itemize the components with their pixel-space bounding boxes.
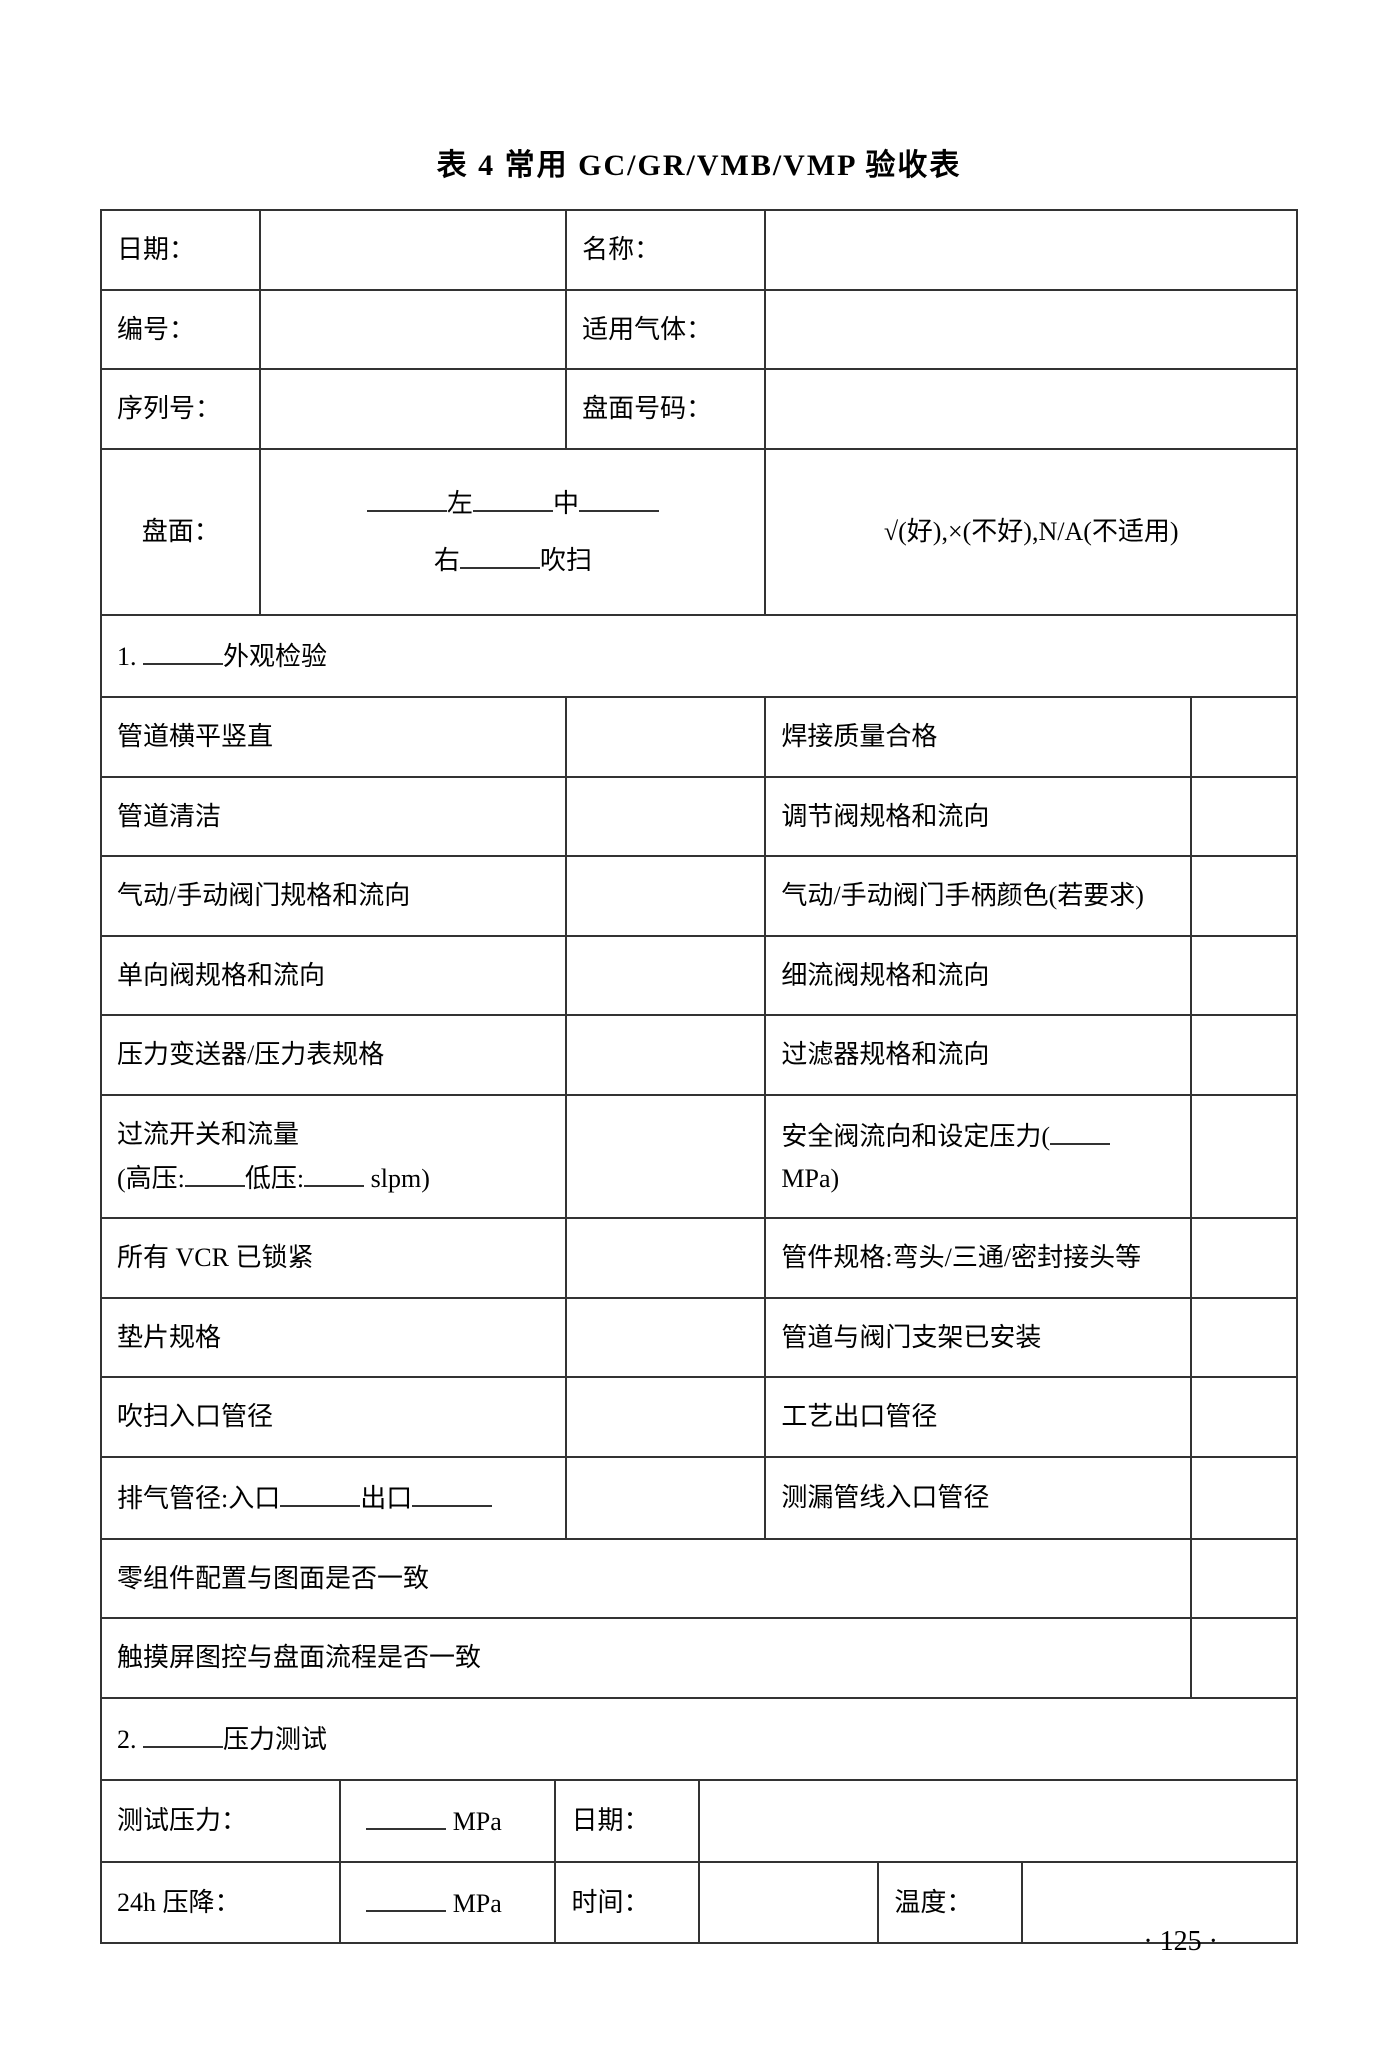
name-label: 名称： xyxy=(566,210,765,290)
s1-r2-left-check[interactable] xyxy=(566,777,765,857)
s1-r6-right[interactable]: 安全阀流向和设定压力(MPa) xyxy=(765,1095,1190,1218)
s1-r9-right: 工艺出口管径 xyxy=(765,1377,1190,1457)
number-label: 编号： xyxy=(101,290,260,370)
legend: √(好),×(不好),N/A(不适用) xyxy=(765,449,1297,615)
s1-r1-right-check[interactable] xyxy=(1191,697,1297,777)
s1-r4-right: 细流阀规格和流向 xyxy=(765,936,1190,1016)
number-value[interactable] xyxy=(260,290,566,370)
s2-date-label: 日期： xyxy=(555,1781,699,1862)
s1-r11-check[interactable] xyxy=(1191,1539,1297,1619)
s1-r12-check[interactable] xyxy=(1191,1618,1297,1698)
s1-r7-left: 所有 VCR 已锁紧 xyxy=(101,1218,566,1298)
s1-r2-right: 调节阀规格和流向 xyxy=(765,777,1190,857)
drop-value[interactable]: MPa xyxy=(340,1862,555,1944)
s1-r10-left[interactable]: 排气管径:入口出口 xyxy=(101,1457,566,1539)
s1-r11: 零组件配置与图面是否一致 xyxy=(101,1539,1191,1619)
s1-r6-right-check[interactable] xyxy=(1191,1095,1297,1218)
page-number: · 125 · xyxy=(1143,1926,1218,1958)
s1-r10-right: 测漏管线入口管径 xyxy=(765,1457,1190,1539)
table-title: 表 4 常用 GC/GR/VMB/VMP 验收表 xyxy=(100,140,1298,184)
s1-r5-left: 压力变送器/压力表规格 xyxy=(101,1015,566,1095)
s1-r8-left: 垫片规格 xyxy=(101,1298,566,1378)
test-pressure-label: 测试压力： xyxy=(101,1781,340,1862)
section2-header: 2. 压力测试 xyxy=(101,1698,1297,1780)
s1-r1-left: 管道横平竖直 xyxy=(101,697,566,777)
date-value[interactable] xyxy=(260,210,566,290)
inspection-form-table: 日期： 名称： 编号： 适用气体： 序列号： 盘面号码： 盘面： 左中 右吹扫 … xyxy=(100,209,1298,1781)
time-value[interactable] xyxy=(699,1862,878,1944)
s1-r9-left-check[interactable] xyxy=(566,1377,765,1457)
s1-r9-left: 吹扫入口管径 xyxy=(101,1377,566,1457)
s1-r12: 触摸屏图控与盘面流程是否一致 xyxy=(101,1618,1191,1698)
s1-r5-right: 过滤器规格和流向 xyxy=(765,1015,1190,1095)
s1-r2-left: 管道清洁 xyxy=(101,777,566,857)
test-pressure-value[interactable]: MPa xyxy=(340,1781,555,1862)
s1-r10-left-check[interactable] xyxy=(566,1457,765,1539)
s1-r2-right-check[interactable] xyxy=(1191,777,1297,857)
time-label: 时间： xyxy=(555,1862,699,1944)
panel-num-label: 盘面号码： xyxy=(566,369,765,449)
panel-options[interactable]: 左中 右吹扫 xyxy=(260,449,765,615)
panel-label: 盘面： xyxy=(101,449,260,615)
name-value[interactable] xyxy=(765,210,1297,290)
s1-r1-right: 焊接质量合格 xyxy=(765,697,1190,777)
s1-r3-left: 气动/手动阀门规格和流向 xyxy=(101,856,566,936)
gas-value[interactable] xyxy=(765,290,1297,370)
serial-value[interactable] xyxy=(260,369,566,449)
s1-r4-right-check[interactable] xyxy=(1191,936,1297,1016)
date-label: 日期： xyxy=(101,210,260,290)
s1-r3-left-check[interactable] xyxy=(566,856,765,936)
s1-r8-right: 管道与阀门支架已安装 xyxy=(765,1298,1190,1378)
s2-date-value[interactable] xyxy=(699,1781,1297,1862)
drop-label: 24h 压降： xyxy=(101,1862,340,1944)
s1-r7-left-check[interactable] xyxy=(566,1218,765,1298)
s1-r5-left-check[interactable] xyxy=(566,1015,765,1095)
s1-r6-left[interactable]: 过流开关和流量 (高压:低压: slpm) xyxy=(101,1095,566,1218)
s1-r8-left-check[interactable] xyxy=(566,1298,765,1378)
gas-label: 适用气体： xyxy=(566,290,765,370)
s1-r1-left-check[interactable] xyxy=(566,697,765,777)
s1-r3-right-check[interactable] xyxy=(1191,856,1297,936)
serial-label: 序列号： xyxy=(101,369,260,449)
pressure-test-table: 测试压力： MPa 日期： 24h 压降： MPa 时间： 温度： xyxy=(100,1781,1298,1945)
s1-r4-left: 单向阀规格和流向 xyxy=(101,936,566,1016)
s1-r8-right-check[interactable] xyxy=(1191,1298,1297,1378)
s1-r3-right: 气动/手动阀门手柄颜色(若要求) xyxy=(765,856,1190,936)
s1-r7-right-check[interactable] xyxy=(1191,1218,1297,1298)
s1-r5-right-check[interactable] xyxy=(1191,1015,1297,1095)
panel-num-value[interactable] xyxy=(765,369,1297,449)
s1-r9-right-check[interactable] xyxy=(1191,1377,1297,1457)
s1-r6-left-check[interactable] xyxy=(566,1095,765,1218)
s1-r4-left-check[interactable] xyxy=(566,936,765,1016)
temp-label: 温度： xyxy=(878,1862,1022,1944)
s1-r7-right: 管件规格:弯头/三通/密封接头等 xyxy=(765,1218,1190,1298)
s1-r10-right-check[interactable] xyxy=(1191,1457,1297,1539)
section1-header: 1. 外观检验 xyxy=(101,615,1297,697)
